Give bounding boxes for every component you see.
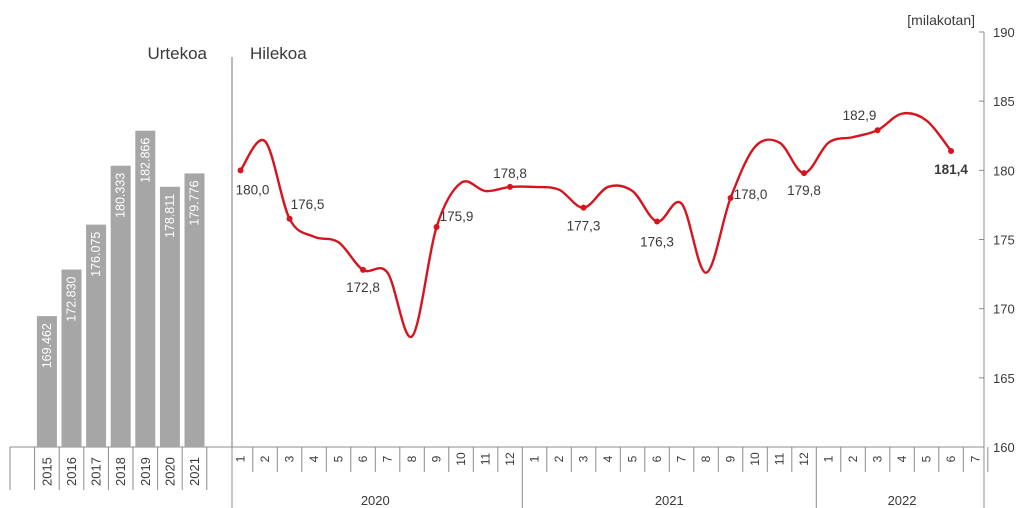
- monthly-data-label: 180,0: [236, 182, 270, 197]
- year-group-label: 2022: [888, 493, 917, 508]
- month-tick-label: 2: [552, 455, 566, 462]
- month-tick-label: 9: [724, 455, 738, 462]
- annual-category-label: 2015: [39, 457, 54, 486]
- month-tick-label: 2: [258, 455, 272, 462]
- monthly-point-marker: [580, 204, 587, 211]
- monthly-data-label: 172,8: [346, 280, 380, 295]
- monthly-point-marker: [433, 224, 440, 231]
- unit-label: [milakotan]: [907, 12, 975, 28]
- annual-bar: [110, 165, 131, 447]
- annual-bar-value-label: 172.830: [65, 276, 79, 321]
- month-tick-label: 6: [944, 455, 958, 462]
- annual-panel-label: Urtekoa: [147, 44, 207, 63]
- month-tick-label: 6: [356, 455, 370, 462]
- month-tick-label: 10: [748, 452, 762, 466]
- monthly-panel-label: Hilekoa: [250, 44, 307, 63]
- annual-category-label: 2019: [138, 457, 153, 486]
- annual-bar: [159, 186, 180, 447]
- month-tick-label: 2: [846, 455, 860, 462]
- month-tick-label: 11: [773, 452, 787, 465]
- annual-bar: [86, 224, 107, 447]
- month-tick-label: 9: [430, 455, 444, 462]
- month-tick-label: 7: [969, 455, 983, 462]
- monthly-data-label: 176,5: [291, 197, 325, 212]
- monthly-data-label: 181,4: [934, 162, 968, 177]
- annual-bar-value-label: 180.333: [114, 173, 128, 218]
- monthly-data-label: 179,8: [787, 183, 821, 198]
- month-tick-label: 10: [454, 452, 468, 466]
- y-tick-label: 165: [993, 371, 1015, 386]
- annual-category-label: 2020: [162, 457, 177, 486]
- y-tick-label: 180: [993, 163, 1015, 178]
- monthly-data-label: 176,3: [640, 235, 674, 250]
- monthly-data-label: 178,0: [734, 187, 768, 202]
- monthly-data-label: 177,3: [567, 219, 601, 234]
- monthly-point-marker: [727, 195, 734, 201]
- year-group-label: 2021: [655, 493, 684, 508]
- y-tick-label: 170: [993, 302, 1015, 317]
- monthly-data-label: 175,9: [440, 209, 474, 224]
- annual-bar-value-label: 169.462: [40, 323, 54, 368]
- month-tick-label: 6: [650, 455, 664, 462]
- monthly-point-marker: [801, 170, 808, 177]
- month-tick-label: 8: [699, 455, 713, 462]
- month-tick-label: 11: [479, 452, 493, 465]
- monthly-point-marker: [874, 127, 881, 134]
- y-tick-label: 190: [993, 25, 1015, 40]
- annual-bar: [135, 130, 156, 447]
- month-tick-label: 1: [234, 455, 248, 462]
- monthly-point-marker: [654, 218, 661, 225]
- month-tick-label: 8: [405, 455, 419, 462]
- monthly-point-marker: [948, 147, 955, 154]
- annual-category-label: 2016: [64, 457, 79, 486]
- y-tick-label: 185: [993, 94, 1015, 109]
- month-tick-label: 4: [895, 455, 909, 462]
- month-tick-label: 7: [381, 455, 395, 462]
- monthly-point-marker: [507, 183, 514, 190]
- annual-bar: [36, 316, 57, 447]
- month-tick-label: 3: [283, 455, 297, 462]
- month-tick-label: 7: [675, 455, 689, 462]
- monthly-data-label: 182,9: [843, 108, 877, 123]
- annual-bar: [61, 269, 82, 447]
- month-tick-label: 4: [307, 455, 321, 462]
- month-tick-label: 12: [797, 452, 811, 466]
- monthly-point-marker: [237, 167, 244, 174]
- month-tick-label: 1: [822, 455, 836, 462]
- month-tick-label: 1: [528, 455, 542, 462]
- month-tick-label: 12: [503, 452, 517, 466]
- annual-bar-value-label: 178.811: [163, 194, 177, 238]
- y-tick-label: 175: [993, 233, 1015, 248]
- month-tick-label: 4: [601, 455, 615, 462]
- monthly-point-marker: [286, 215, 293, 222]
- y-tick-label: 160: [993, 440, 1015, 455]
- month-tick-label: 5: [332, 455, 346, 462]
- annual-bar-value-label: 176.075: [89, 232, 103, 277]
- monthly-series-line: [239, 111, 952, 338]
- annual-category-label: 2021: [187, 457, 202, 486]
- annual-bar-value-label: 179.776: [188, 180, 202, 225]
- annual-category-label: 2018: [113, 457, 128, 486]
- monthly-data-label: 178,8: [493, 166, 527, 181]
- month-tick-label: 3: [871, 455, 885, 462]
- annual-category-label: 2017: [89, 457, 104, 486]
- month-tick-label: 5: [626, 455, 640, 462]
- month-tick-label: 5: [920, 455, 934, 462]
- annual-bar: [184, 173, 205, 447]
- year-group-label: 2020: [361, 493, 390, 508]
- month-tick-label: 3: [577, 455, 591, 462]
- monthly-point-marker: [360, 266, 367, 273]
- annual-bar-value-label: 182.866: [138, 138, 152, 183]
